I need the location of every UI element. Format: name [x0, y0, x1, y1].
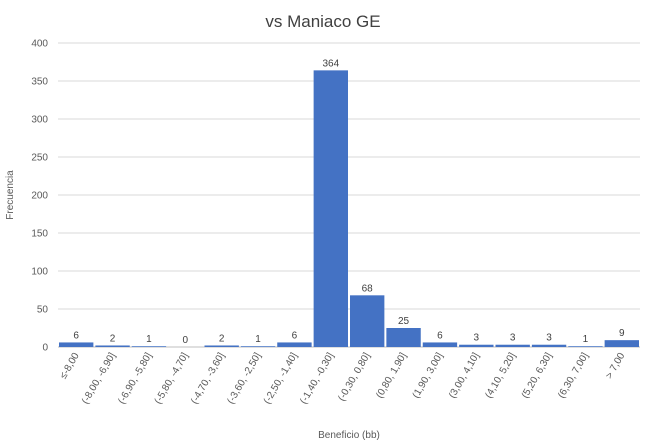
bar-value-label: 2: [219, 333, 225, 344]
histogram-bar: [386, 328, 421, 347]
y-tick-label: 200: [31, 191, 48, 202]
histogram-bar: [131, 346, 167, 347]
y-tick-label: 250: [31, 153, 48, 164]
histogram-bar: [240, 346, 276, 347]
y-axis-ticks: 0 50 100 150 200 250 300 350 400: [31, 39, 48, 354]
x-axis-title: Beneficio (bb): [318, 430, 380, 441]
bar-value-label: 2: [110, 333, 116, 344]
bar-value-label: 6: [437, 330, 443, 341]
y-tick-label: 0: [42, 343, 48, 354]
histogram-bar: [459, 344, 494, 347]
chart-title: vs Maniaco GE: [265, 12, 380, 31]
y-tick-label: 100: [31, 267, 48, 278]
bar-value-label: 0: [183, 335, 189, 346]
y-tick-label: 350: [31, 77, 48, 88]
y-axis-title: Frecuencia: [5, 170, 16, 220]
y-tick-label: 50: [37, 305, 49, 316]
bar-value-label: 1: [583, 334, 589, 345]
histogram-bar: [95, 345, 130, 347]
histogram-bar: [568, 346, 603, 347]
y-tick-label: 300: [31, 115, 48, 126]
bar-value-label: 3: [474, 333, 480, 344]
bar-value-label: 6: [292, 330, 298, 341]
histogram-bar: [422, 342, 458, 347]
histogram-bar: [350, 295, 385, 347]
y-tick-label: 400: [31, 39, 48, 50]
histogram-bar: [495, 344, 530, 347]
bar-value-label: 6: [73, 330, 79, 341]
bars: [59, 70, 639, 348]
histogram-bar: [531, 344, 567, 347]
bar-value-label: 3: [546, 333, 552, 344]
histogram-bar: [59, 342, 94, 347]
bar-value-label: 1: [146, 334, 152, 345]
histogram-bar: [313, 70, 348, 348]
bar-value-label: 68: [362, 283, 374, 294]
histogram-bar: [604, 340, 639, 347]
bar-value-label: 25: [398, 316, 410, 327]
histogram-bar: [204, 345, 239, 347]
bar-value-label: 1: [255, 334, 261, 345]
bar-value-label: 9: [619, 328, 625, 339]
data-labels: 6 2 1 0 2 1 6 364 68 25 6 3 3 3 1 9: [73, 58, 625, 346]
y-tick-label: 150: [31, 229, 48, 240]
histogram-bar: [277, 342, 312, 347]
bar-value-label: 3: [510, 333, 516, 344]
bar-value-label: 364: [322, 58, 339, 69]
